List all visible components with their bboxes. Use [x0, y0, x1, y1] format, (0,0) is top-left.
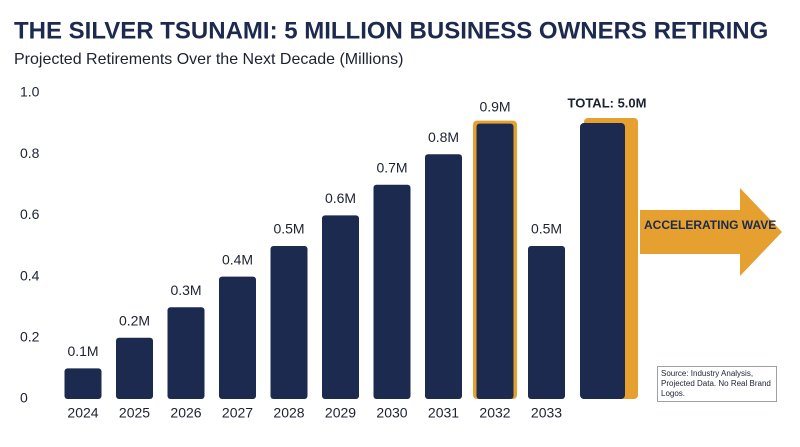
- bar: [528, 246, 565, 399]
- data-label: 0.4M: [222, 251, 253, 267]
- bar: [373, 184, 411, 399]
- x-tick-label: 2029: [325, 405, 356, 421]
- chart-subtitle: Projected Retirements Over the Next Deca…: [14, 51, 403, 68]
- arrow: [640, 188, 782, 276]
- source-note: Source: Industry Analysis, Projected Dat…: [657, 366, 777, 402]
- arrow-label: ACCELERATING WAVE: [644, 218, 776, 232]
- y-tick-label: 0.6: [20, 206, 40, 222]
- data-label: 0.5M: [531, 221, 562, 237]
- x-tick-label: 2027: [222, 405, 253, 421]
- bar: [322, 215, 359, 399]
- total-label: TOTAL: 5.0M: [568, 95, 647, 110]
- bar: [425, 154, 462, 399]
- data-label: 0.5M: [273, 221, 304, 237]
- data-label: 0.6M: [325, 190, 356, 206]
- data-label: 0.7M: [376, 160, 407, 176]
- x-tick-label: 2028: [273, 405, 304, 421]
- data-label: 0.3M: [170, 282, 201, 298]
- x-tick-label: 2026: [170, 405, 201, 421]
- bar: [219, 276, 256, 399]
- x-tick-label: 2025: [119, 405, 150, 421]
- bar: [116, 337, 153, 399]
- data-label: 0.9M: [479, 98, 510, 114]
- chart-title: THE SILVER TSUNAMI: 5 MILLION BUSINESS O…: [14, 17, 768, 44]
- y-tick-label: 1.0: [20, 84, 40, 100]
- y-tick-label: 0.2: [20, 329, 40, 345]
- bar: [270, 246, 308, 399]
- total-bar: [580, 123, 625, 399]
- data-label: 0.2M: [119, 313, 150, 329]
- x-tick-label: 2030: [376, 405, 407, 421]
- bar: [167, 307, 205, 399]
- x-tick-label: 2024: [67, 405, 98, 421]
- data-label: 0.1M: [67, 343, 98, 359]
- bar: [476, 123, 514, 399]
- x-tick-label: 2031: [428, 405, 459, 421]
- y-tick-label: 0: [20, 390, 28, 406]
- y-tick-label: 0.4: [20, 267, 40, 283]
- bar: [64, 368, 102, 399]
- data-label: 0.8M: [428, 129, 459, 145]
- x-tick-label: 2032: [479, 405, 510, 421]
- x-tick-label: 2033: [531, 405, 562, 421]
- y-tick-label: 0.8: [20, 145, 40, 161]
